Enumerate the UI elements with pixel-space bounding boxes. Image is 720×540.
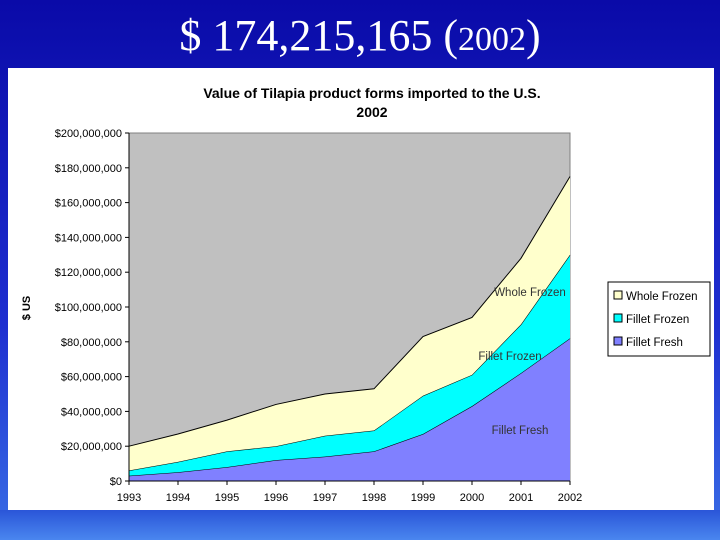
chart-title: Value of Tilapia product forms imported …	[203, 85, 540, 101]
y-tick-label: $140,000,000	[55, 232, 122, 244]
area-whole-frozen	[129, 176, 570, 471]
legend-label-fillet-fresh: Fillet Fresh	[626, 337, 683, 349]
slide-title-close: )	[526, 11, 541, 60]
y-tick-label: $40,000,000	[61, 406, 122, 418]
area-fillet-fresh	[129, 338, 570, 481]
legend-label-whole-frozen: Whole Frozen	[626, 291, 698, 303]
chart-legend: Whole Frozen Fillet Frozen Fillet Fresh	[607, 281, 711, 357]
y-tick-label: $160,000,000	[55, 198, 122, 210]
y-tick-label: $80,000,000	[61, 337, 122, 349]
y-tick-label: $60,000,000	[61, 372, 122, 384]
y-tick-label: $0	[110, 476, 122, 488]
x-tick-label: 1998	[362, 492, 386, 504]
y-tick-label: $180,000,000	[55, 163, 122, 175]
x-tick-label: 1997	[313, 492, 337, 504]
slide-title-year: 2002	[458, 21, 526, 58]
slide-title: $ 174,215,165 (2002)	[0, 8, 720, 64]
bottom-strip	[0, 510, 720, 540]
x-tick-label: 2000	[460, 492, 484, 504]
legend-box	[607, 281, 711, 357]
chart-panel: Value of Tilapia product forms imported …	[8, 68, 714, 510]
plot-area: $0 $20,000,000 $40,000,000 $60,000,000 $80,0…	[55, 128, 583, 504]
slide-title-amount: $ 174,215,165 (	[179, 11, 458, 60]
annotation-whole-frozen: Whole Frozen	[494, 287, 566, 299]
tilapia-area-chart: Value of Tilapia product forms imported …	[21, 85, 711, 504]
y-axis-label: $ US	[21, 296, 33, 320]
x-tick-label: 1994	[166, 492, 190, 504]
y-tick-label: $120,000,000	[55, 267, 122, 279]
annotation-fillet-fresh: Fillet Fresh	[492, 425, 549, 437]
x-tick-label: 1999	[411, 492, 435, 504]
annotation-fillet-frozen: Fillet Frozen	[478, 351, 541, 363]
x-tick-label: 1995	[215, 492, 239, 504]
legend-swatch-whole-frozen	[613, 290, 623, 300]
y-tick-label: $20,000,000	[61, 441, 122, 453]
x-tick-label: 1993	[117, 492, 141, 504]
legend-swatch-fillet-frozen	[613, 313, 623, 323]
area-edge-whole-frozen	[128, 176, 571, 447]
y-tick-label: $200,000,000	[55, 128, 122, 140]
legend-label-fillet-frozen: Fillet Frozen	[626, 314, 689, 326]
x-tick-label: 1996	[264, 492, 288, 504]
legend-swatch-fillet-fresh	[613, 336, 623, 346]
x-tick-label: 2002	[558, 492, 582, 504]
x-tick-label: 2001	[509, 492, 533, 504]
chart-subtitle: 2002	[356, 104, 387, 120]
y-tick-label: $100,000,000	[55, 302, 122, 314]
